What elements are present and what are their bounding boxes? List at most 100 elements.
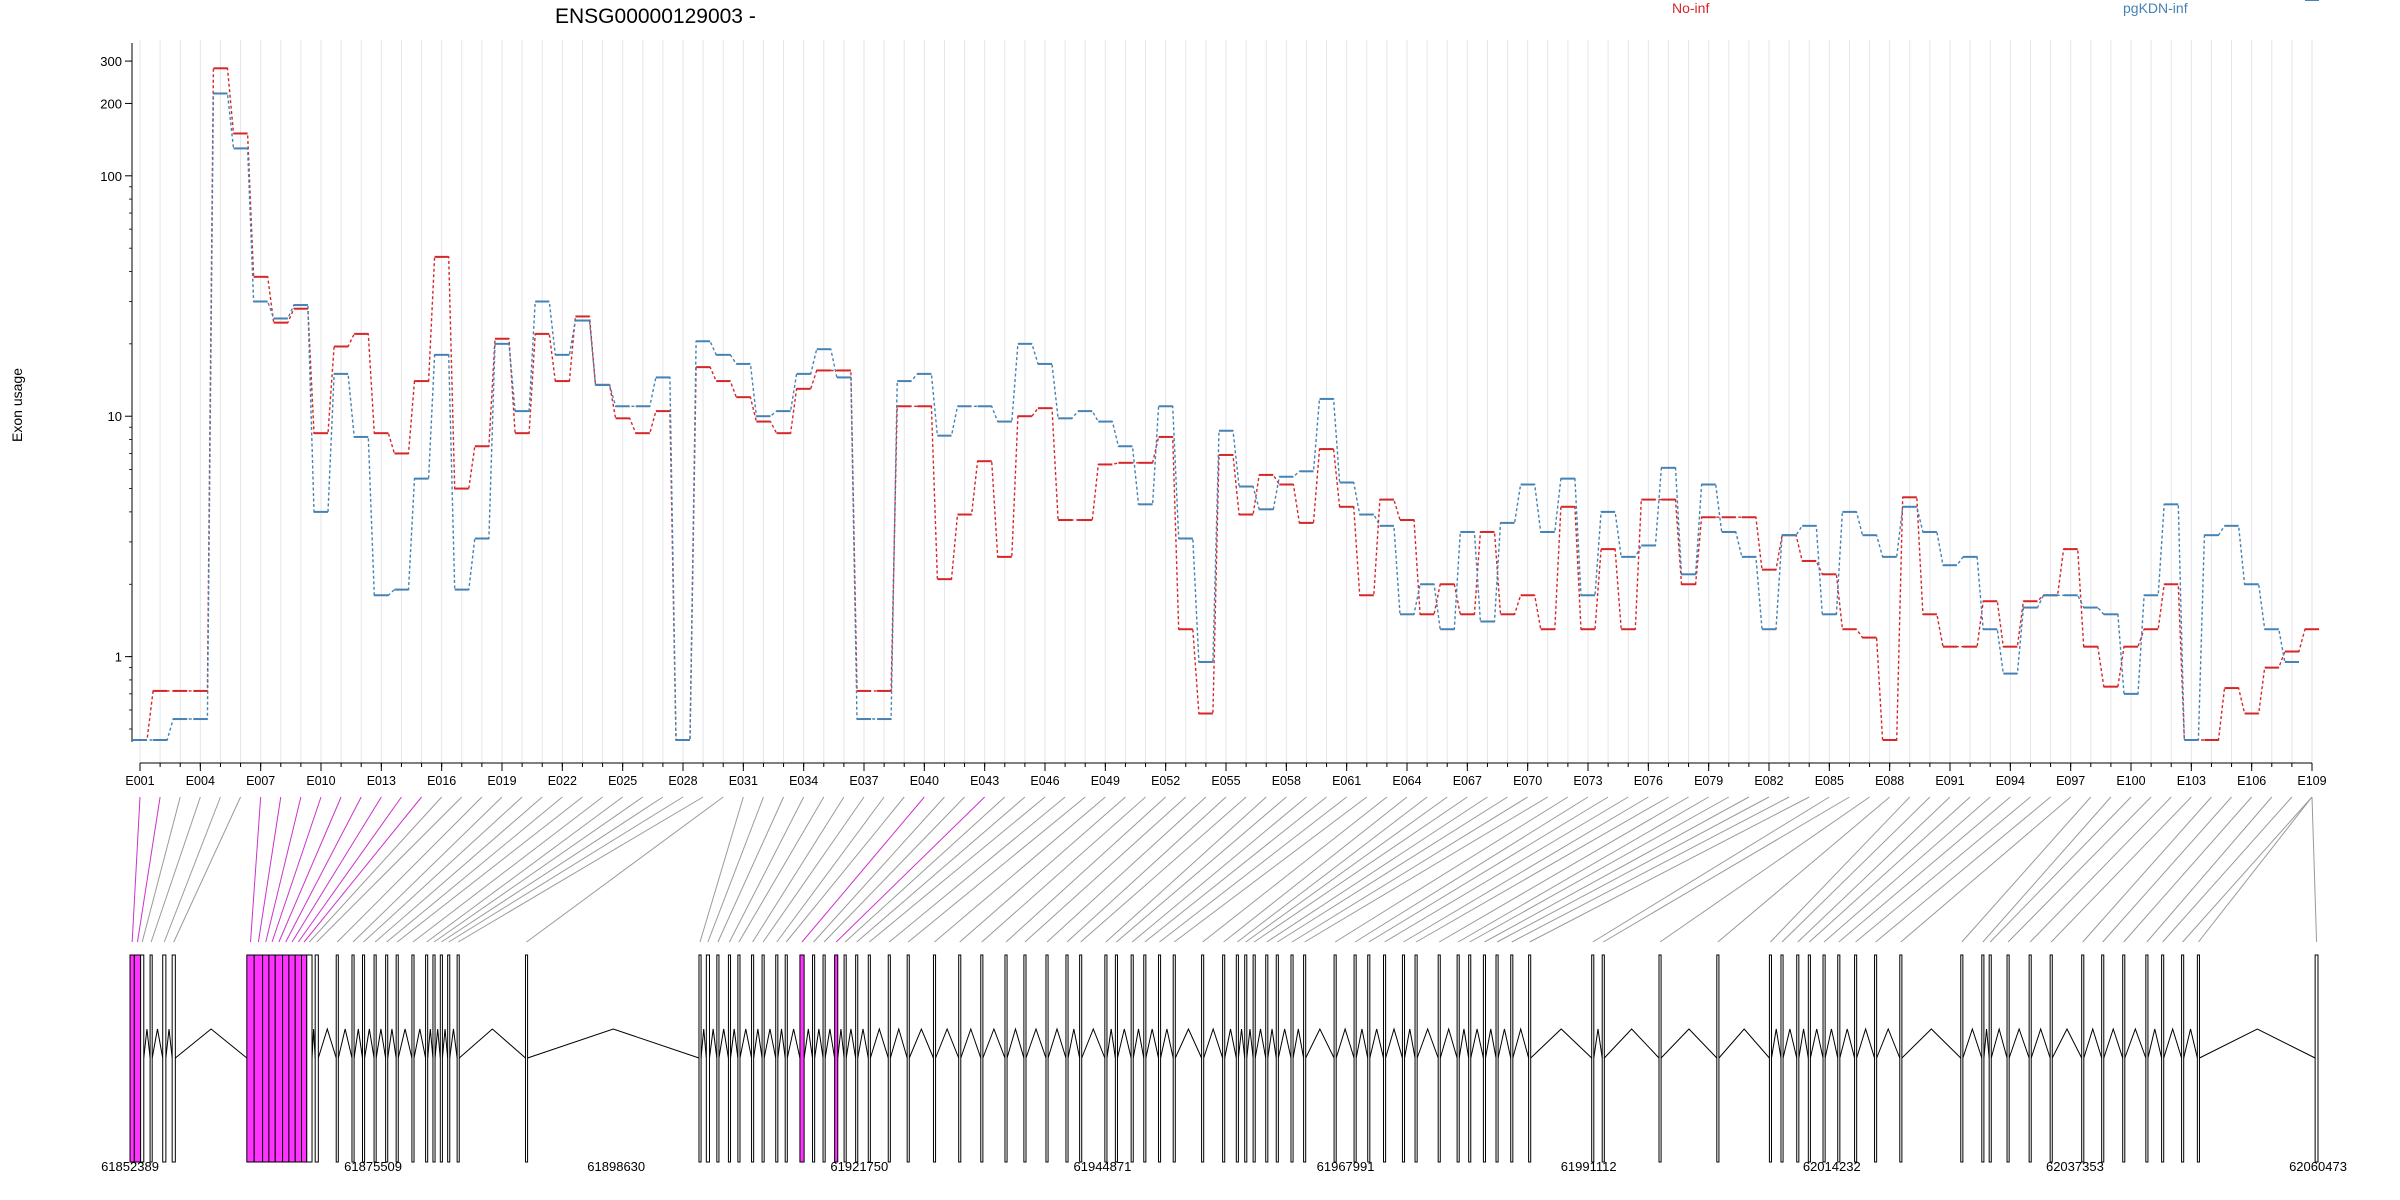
exon-connector bbox=[1982, 796, 2112, 943]
intron bbox=[2030, 1027, 2051, 1059]
exon-connector bbox=[352, 796, 503, 943]
exon-connector bbox=[526, 796, 724, 943]
intron bbox=[1876, 1027, 1901, 1059]
intron bbox=[413, 1028, 427, 1059]
exon-box bbox=[1899, 954, 1903, 1163]
exon-tick-label: E091 bbox=[1935, 774, 1964, 788]
exon-connector bbox=[717, 796, 785, 943]
exon-connector bbox=[1603, 796, 1850, 943]
exon-connector bbox=[738, 796, 825, 943]
exon-box bbox=[1482, 954, 1486, 1163]
exon-connector bbox=[1131, 796, 1307, 943]
exon-connector bbox=[1989, 796, 2132, 943]
exon-box bbox=[171, 954, 176, 1163]
exon-tick-label: E097 bbox=[2056, 774, 2085, 788]
exon-tick-label: E025 bbox=[608, 774, 637, 788]
exon-box bbox=[1367, 954, 1371, 1163]
intron bbox=[1856, 1027, 1876, 1059]
exon-connector bbox=[386, 796, 563, 943]
intron bbox=[982, 1027, 1006, 1059]
intron bbox=[1025, 1027, 1047, 1059]
exon-box bbox=[1023, 954, 1027, 1163]
exon-box bbox=[1383, 954, 1387, 1163]
intron bbox=[1839, 1028, 1856, 1059]
exon-tick-label: E049 bbox=[1091, 774, 1120, 788]
exon-connector bbox=[291, 796, 382, 943]
series-line bbox=[133, 92, 2299, 741]
intron bbox=[311, 1028, 316, 1059]
exon-connector bbox=[1403, 796, 1649, 943]
exon-box bbox=[867, 954, 871, 1163]
x-axis: E001 E004 E007 E010 E013 E016 E019 E022 E025 E028… bbox=[125, 762, 2327, 788]
coordinate-label: 61967991 bbox=[1317, 1159, 1375, 1174]
exon-box bbox=[439, 954, 443, 1163]
exon-tick-label: E022 bbox=[548, 774, 577, 788]
intron bbox=[2051, 1027, 2083, 1059]
intron bbox=[1355, 1028, 1369, 1059]
intron bbox=[458, 1028, 526, 1059]
exon-box bbox=[1114, 954, 1118, 1163]
exon-connector bbox=[2162, 796, 2293, 943]
exon-box bbox=[2122, 954, 2126, 1163]
exon-box bbox=[2196, 954, 2200, 1163]
intron bbox=[151, 1028, 164, 1059]
exon-box bbox=[456, 954, 460, 1163]
exon-box bbox=[2314, 954, 2319, 1163]
exon-tick-label: E004 bbox=[186, 774, 215, 788]
exon-connector bbox=[1809, 796, 1971, 943]
intron bbox=[434, 1028, 441, 1059]
exon-connector bbox=[1415, 796, 1669, 943]
exon-tick-label: E058 bbox=[1272, 774, 1301, 788]
intron bbox=[1145, 1028, 1159, 1059]
exon-box bbox=[799, 954, 805, 1163]
exon-box bbox=[932, 954, 937, 1163]
exon-connector bbox=[457, 796, 704, 943]
intron bbox=[869, 1027, 889, 1059]
exon-connector bbox=[1253, 796, 1468, 943]
exon-connector bbox=[959, 796, 1126, 943]
exon-tick-label: E043 bbox=[970, 774, 999, 788]
intron bbox=[2083, 1027, 2103, 1059]
intron bbox=[427, 1028, 434, 1059]
intron bbox=[1990, 1027, 2008, 1059]
series-pgkdn-inf bbox=[132, 0, 2320, 741]
exon-connector bbox=[1368, 796, 1609, 943]
exon-box bbox=[1988, 954, 1992, 1163]
exon-box bbox=[1157, 954, 1162, 1163]
exon-connector bbox=[1080, 796, 1247, 943]
exon-box bbox=[843, 954, 847, 1163]
exon-connector bbox=[1717, 796, 1890, 943]
exon-connector bbox=[426, 796, 623, 943]
exon-box bbox=[2101, 954, 2105, 1163]
y-axis-label: Exon usage bbox=[9, 368, 25, 442]
intron bbox=[353, 1028, 363, 1059]
exon-connector bbox=[433, 796, 644, 943]
intron bbox=[1512, 1027, 1530, 1059]
intron bbox=[1246, 1028, 1254, 1059]
intron bbox=[1335, 1027, 1355, 1059]
intron bbox=[837, 1028, 845, 1059]
intron bbox=[1174, 1027, 1203, 1059]
exon-connector bbox=[1116, 796, 1287, 943]
intron bbox=[1369, 1028, 1384, 1059]
coordinate-label: 62060473 bbox=[2289, 1159, 2347, 1174]
exon-tick-label: E106 bbox=[2237, 774, 2266, 788]
series-line bbox=[133, 67, 2319, 741]
exon-tick-label: E028 bbox=[668, 774, 697, 788]
exon-tick-label: E085 bbox=[1815, 774, 1844, 788]
exon-box bbox=[2145, 954, 2149, 1163]
intron bbox=[708, 1028, 718, 1059]
exon-connector bbox=[1855, 796, 2031, 943]
exon-box bbox=[1275, 954, 1279, 1163]
intron bbox=[718, 1028, 729, 1059]
coordinate-label: 61898630 bbox=[587, 1159, 645, 1174]
exon-connector bbox=[1277, 796, 1508, 943]
exon-connector bbox=[131, 796, 141, 943]
exon-connector bbox=[2198, 796, 2313, 943]
intron bbox=[2199, 1028, 2316, 1059]
exon-tick-label: E052 bbox=[1151, 774, 1180, 788]
exon-connector bbox=[250, 796, 262, 943]
exon-connector bbox=[823, 796, 965, 943]
exon-connector bbox=[257, 796, 282, 943]
exon-box bbox=[980, 954, 984, 1163]
